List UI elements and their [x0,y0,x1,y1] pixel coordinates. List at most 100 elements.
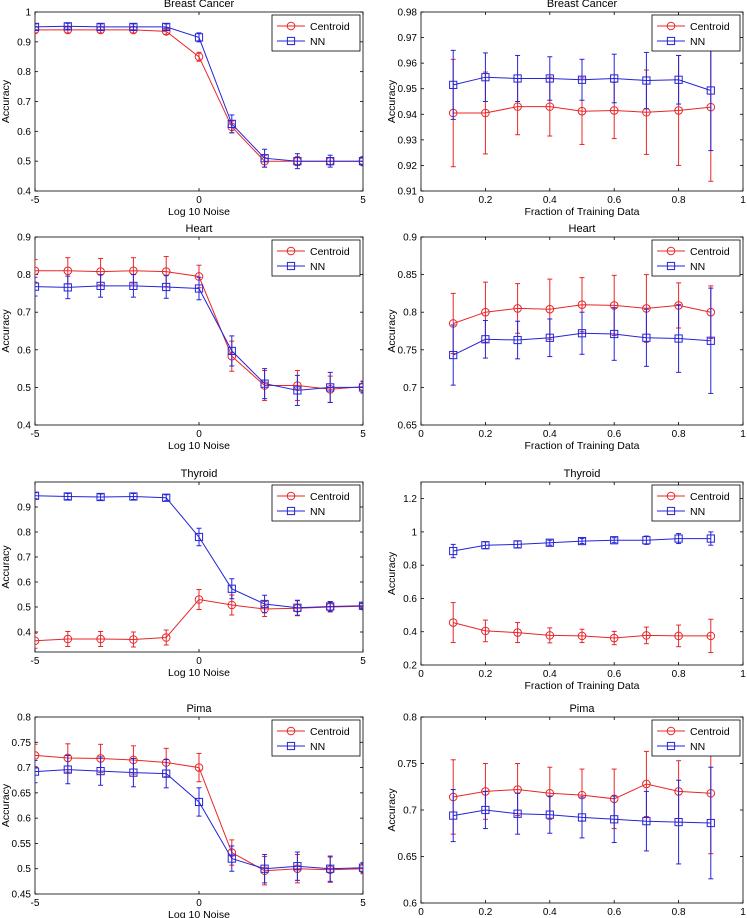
legend-box [271,719,361,757]
data-point-square [358,601,363,610]
x-tick-label: 0.4 [543,429,557,440]
chart-title: Pima [186,703,212,715]
data-point-square [96,22,105,32]
y-tick-label: 0.96 [398,59,418,70]
y-axis-label: Accuracy [0,79,12,123]
legend-label: NN [310,261,325,273]
legend-box [271,239,361,277]
legend-marker-circle [666,246,676,256]
y-tick-label: 1 [411,527,417,538]
data-point-square [293,862,302,871]
x-axis-label: Log 10 Noise [168,206,230,218]
series-centroid [448,602,716,654]
y-tick-label: 0.93 [398,135,418,146]
legend-box [651,719,741,757]
data-point-square [481,73,490,82]
data-point-circle [609,106,619,115]
plot-panel: 0 0.2 0.4 0.6 0.8 10.20.40.60.811.2ThyroidFra… [386,468,746,692]
data-point-square [63,765,72,774]
y-tick-label: 0.6 [17,345,31,356]
x-tick-label: 0 [418,669,424,680]
y-tick-label: 0.6 [403,594,417,605]
legend-label: NN [690,36,705,48]
y-tick-label: 0.6 [17,814,31,825]
x-tick-label: 0 [196,898,202,909]
x-axis-label: Log 10 Noise [168,440,230,452]
data-point-square [227,584,236,593]
y-axis-label: Accuracy [386,788,398,832]
y-tick-label: 0.8 [403,308,417,319]
data-point-square [194,797,204,807]
data-point-square [63,22,72,31]
x-tick-label: 0.6 [607,907,621,918]
x-tick-label: 1 [740,907,746,918]
data-area [448,29,716,182]
data-point-square [260,599,269,609]
y-tick-label: 0.7 [403,383,417,394]
x-tick-label: 0.4 [543,669,557,680]
data-area [35,743,363,886]
y-axis-label: Accuracy [0,783,12,827]
data-point-square [326,383,335,392]
data-point-square [162,282,171,292]
legend-label: Centroid [310,726,350,738]
data-point-square [260,154,269,163]
legend: Centroid NN [651,14,741,52]
chart-title: Breast Cancer [547,0,618,10]
x-tick-label: 5 [360,429,366,440]
data-point-circle [513,304,522,313]
data-point-circle [129,635,138,644]
data-point-square [129,768,138,777]
y-tick-label: 0.9 [17,503,31,514]
x-tick-label: 0 [196,429,202,440]
data-point-square [545,333,554,342]
data-point-circle [194,595,204,604]
plot-panel: -5 0 5 0.4 0.5 0.6 0.7 0.8 0.9 1 Breast Cancer Log … [0,0,366,218]
x-tick-label: 0.2 [478,669,492,680]
legend-label: Centroid [690,726,730,738]
y-tick-label: 0.75 [398,759,418,770]
y-tick-label: 0.2 [403,661,417,672]
y-tick-label: 0.85 [398,270,418,281]
legend-label: NN [690,741,705,753]
data-point-square [449,80,458,89]
x-tick-label: 0.8 [672,907,686,918]
data-point-square [545,810,554,819]
data-point-square [481,805,490,815]
chart-title: Heart [186,223,213,235]
data-point-square [545,538,554,547]
legend-label: Centroid [690,21,730,33]
y-axis-label: Accuracy [386,79,398,123]
data-area [35,256,363,406]
data-point-circle [194,763,204,772]
legend-marker-circle [286,491,296,501]
x-tick-label: 1 [740,669,746,680]
y-tick-label: 0.4 [17,421,31,432]
plot-panel: -5 0 5 0.4 0.5 0.6 0.7 0.8 0.9 Thyroid Log 10 Nois… [0,468,366,679]
y-tick-label: 0.4 [17,187,31,198]
legend-marker-square [666,741,676,751]
x-tick-label: 5 [360,195,366,206]
data-point-square [35,282,40,291]
x-axis-label: Fraction of Training Data [525,206,640,218]
series-nn [449,531,715,559]
legend-label: NN [310,506,325,518]
data-point-square [326,157,335,166]
y-tick-label: 0.7 [17,97,31,108]
legend-marker-square [286,741,296,751]
legend: Centroid NN [651,239,741,277]
data-point-circle [577,106,587,116]
data-point-square [610,329,619,339]
data-area [35,491,363,649]
data-point-circle [35,266,40,276]
x-tick-label: 0.8 [672,429,686,440]
y-tick-label: 0.8 [17,270,31,281]
y-axis-label: Accuracy [386,309,398,353]
y-tick-label: 0.5 [17,383,31,394]
series-nn [449,287,715,394]
data-point-circle [448,618,458,627]
data-point-square [194,33,204,42]
x-axis-label: Log 10 Noise [168,909,230,918]
data-point-square [577,329,587,338]
